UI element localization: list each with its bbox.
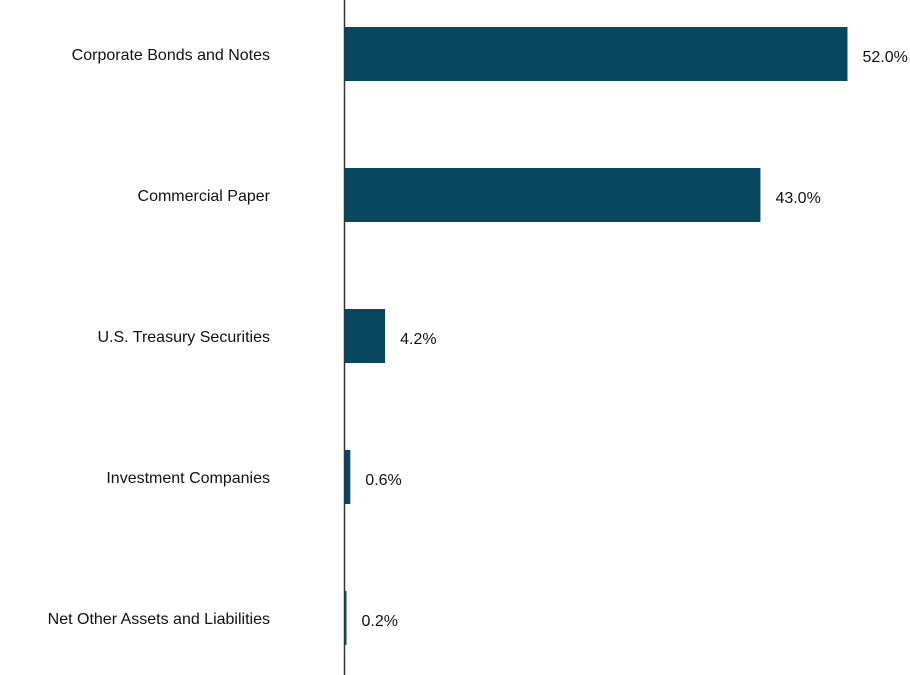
bar	[344, 168, 761, 222]
value-label: 52.0%	[863, 49, 908, 66]
category-label: Corporate Bonds and Notes	[72, 47, 270, 64]
bar	[344, 450, 351, 504]
bar	[344, 591, 347, 645]
category-label: Net Other Assets and Liabilities	[48, 611, 270, 628]
value-label: 0.6%	[365, 472, 401, 489]
value-label: 0.2%	[362, 613, 398, 630]
category-label: Investment Companies	[106, 470, 270, 487]
value-label: 4.2%	[400, 331, 436, 348]
bar	[344, 27, 848, 81]
value-label: 43.0%	[775, 190, 820, 207]
bar	[344, 309, 386, 363]
category-label: U.S. Treasury Securities	[98, 329, 271, 346]
category-label: Commercial Paper	[138, 188, 271, 205]
